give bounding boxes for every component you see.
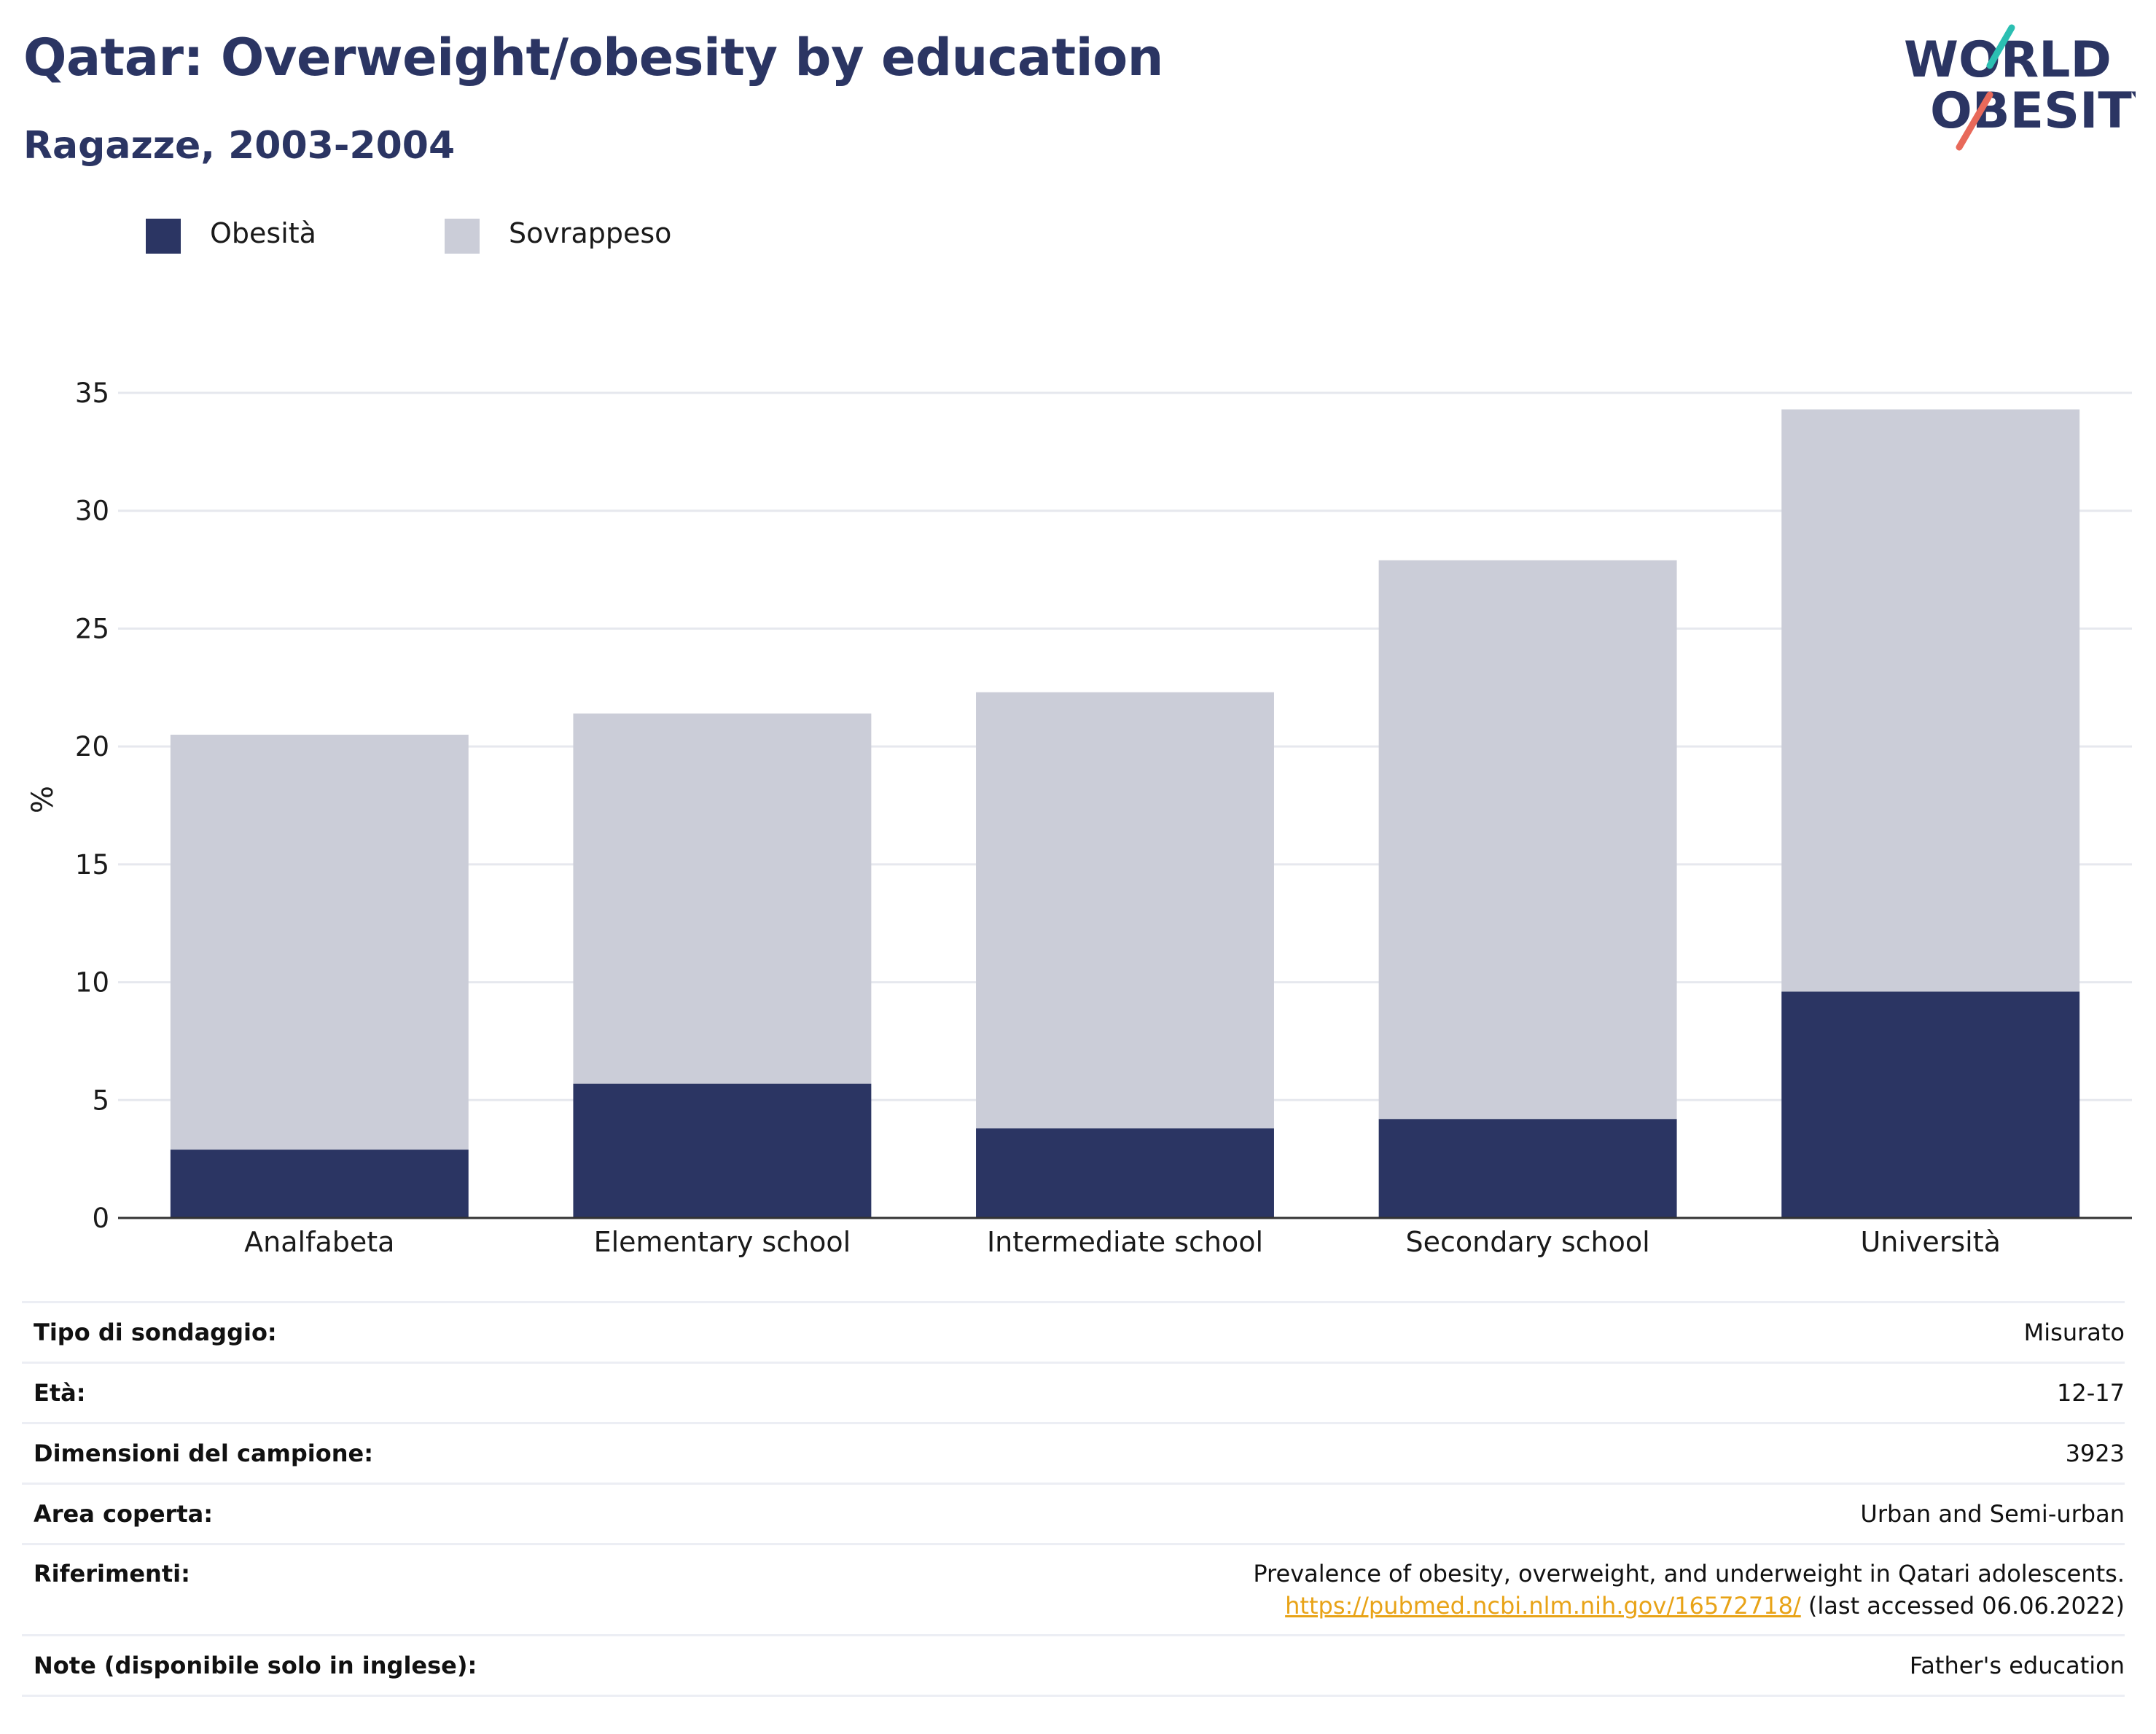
bar-segment-obesita[interactable] xyxy=(976,1128,1274,1218)
x-tick-label: Analfabeta xyxy=(244,1226,394,1258)
info-value: Father's education xyxy=(1909,1652,2125,1679)
y-tick-label: 15 xyxy=(75,849,109,880)
info-row: Area coperta: Urban and Semi-urban xyxy=(22,1483,2125,1544)
info-key: Riferimenti: xyxy=(34,1560,190,1587)
info-value: 3923 xyxy=(2065,1440,2125,1467)
legend-label-obesita: Obesità xyxy=(210,217,316,249)
reference-title: Prevalence of obesity, overweight, and u… xyxy=(1253,1560,2125,1587)
survey-info-table: Tipo di sondaggio: Misurato Età: 12-17 D… xyxy=(22,1301,2125,1697)
x-tick-label: Elementary school xyxy=(594,1226,851,1258)
info-value: Urban and Semi-urban xyxy=(1860,1500,2125,1528)
chart-subtitle: Ragazze, 2003-2004 xyxy=(23,124,456,168)
info-key: Età: xyxy=(34,1379,86,1407)
x-tick-labels: Analfabeta Elementary school Intermediate … xyxy=(244,1226,2001,1258)
info-row: Dimensioni del campione: 3923 xyxy=(22,1423,2125,1484)
bar-segment-obesita[interactable] xyxy=(573,1083,872,1218)
info-key: Tipo di sondaggio: xyxy=(34,1319,277,1346)
info-key: Dimensioni del campione: xyxy=(34,1440,374,1467)
x-tick-label: Intermediate school xyxy=(987,1226,1263,1258)
info-key: Area coperta: xyxy=(34,1500,214,1528)
bar-segment-sovrappeso[interactable] xyxy=(170,734,469,1150)
reference-accessed: (last accessed 06.06.2022) xyxy=(1808,1592,2125,1620)
info-value: 12-17 xyxy=(2057,1379,2125,1407)
bar-segment-obesita[interactable] xyxy=(1378,1119,1677,1218)
bars xyxy=(170,409,2080,1218)
info-row: Tipo di sondaggio: Misurato xyxy=(22,1302,2125,1363)
info-row: Note (disponibile solo in inglese): Fath… xyxy=(22,1635,2125,1696)
logo-word-obesity: OBESITY xyxy=(1930,82,2136,140)
y-tick-label: 35 xyxy=(75,378,109,409)
legend-label-sovrappeso: Sovrappeso xyxy=(509,217,672,249)
info-key: Note (disponibile solo in inglese): xyxy=(34,1652,477,1679)
info-value-references: Prevalence of obesity, overweight, and u… xyxy=(545,1544,2125,1636)
bar-segment-sovrappeso[interactable] xyxy=(1378,560,1677,1120)
bar-segment-sovrappeso[interactable] xyxy=(1781,409,2080,992)
bar-segment-obesita[interactable] xyxy=(1781,991,2080,1218)
y-tick-labels: 0 5 10 15 20 25 30 35 xyxy=(75,378,109,1234)
y-tick-label: 30 xyxy=(75,496,109,527)
y-tick-label: 20 xyxy=(75,731,109,762)
info-row-references: Riferimenti: Prevalence of obesity, over… xyxy=(22,1544,2125,1636)
bar-segment-obesita[interactable] xyxy=(170,1149,469,1218)
x-tick-label: Università xyxy=(1860,1226,2001,1258)
x-tick-label: Secondary school xyxy=(1406,1226,1650,1258)
info-value: Misurato xyxy=(2023,1319,2125,1346)
y-tick-label: 10 xyxy=(75,967,109,999)
bar-segment-sovrappeso[interactable] xyxy=(573,713,872,1084)
legend-swatch-obesita xyxy=(146,219,181,254)
reference-link[interactable]: https://pubmed.ncbi.nlm.nih.gov/16572718… xyxy=(1285,1592,1801,1620)
world-obesity-logo: WORLD OBESITY xyxy=(1895,22,2156,153)
y-tick-label: 5 xyxy=(92,1085,109,1116)
y-tick-label: 0 xyxy=(92,1203,109,1234)
bar-segment-sovrappeso[interactable] xyxy=(976,692,1274,1129)
info-row: Età: 12-17 xyxy=(22,1362,2125,1423)
y-axis-label: % xyxy=(26,786,60,813)
stacked-bar-chart: 0 5 10 15 20 25 30 35 Analfabeta Elementary scho… xyxy=(26,378,2132,1258)
legend-swatch-sovrappeso xyxy=(445,219,480,254)
y-tick-label: 25 xyxy=(75,613,109,644)
chart-title: Qatar: Overweight/obesity by education xyxy=(23,28,1164,87)
